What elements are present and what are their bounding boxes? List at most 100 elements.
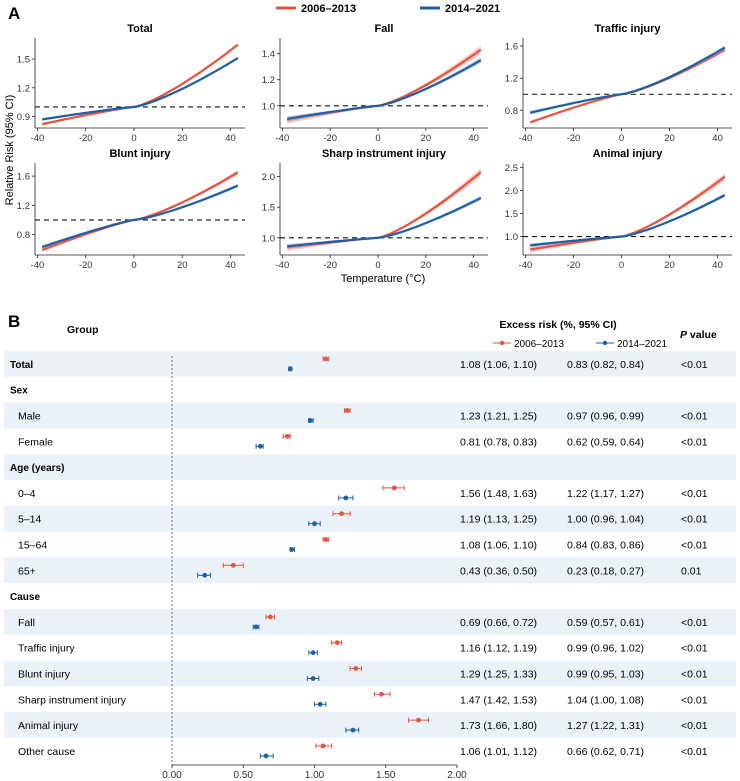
excess-risk-2006-2013: 0.43 (0.36, 0.50) xyxy=(460,565,537,577)
rr-panel: Total -40 -20 0 20 40 0.9 1.2 1.5 xyxy=(17,23,245,144)
y-tick-label: 1.0 xyxy=(505,232,518,243)
x-tick-label: -20 xyxy=(567,260,581,271)
point-2006-2013 xyxy=(416,717,421,723)
row-label: Total xyxy=(10,360,33,371)
excess-risk-2014-2021: 1.22 (1.17, 1.27) xyxy=(567,488,644,500)
excess-risk-2006-2013: 1.16 (1.12, 1.19) xyxy=(460,643,537,655)
x-tick-label: 40 xyxy=(468,260,479,271)
point-2006-2013 xyxy=(285,433,290,439)
excess-risk-2014-2021: 0.23 (0.18, 0.27) xyxy=(567,565,644,577)
ci-band xyxy=(287,168,481,252)
x-tick-label: -40 xyxy=(31,260,45,271)
y-tick-label: 1.2 xyxy=(262,75,275,86)
x-axis-label: Temperature (°C) xyxy=(341,273,425,285)
p-value: <0.01 xyxy=(681,411,708,423)
p-value: <0.01 xyxy=(681,643,708,655)
row-label: Blunt injury xyxy=(18,669,71,681)
y-tick-label: 2.0 xyxy=(262,172,275,183)
legend-b-point xyxy=(499,340,505,346)
x-tick-label: -40 xyxy=(31,133,45,144)
p-value: <0.01 xyxy=(681,746,708,758)
forest-row: Blunt injury 1.29 (1.25, 1.33) 0.99 (0.95,… xyxy=(4,660,736,687)
row-shade xyxy=(4,557,736,584)
y-tick-label: 1.2 xyxy=(17,83,30,94)
excess-risk-2006-2013: 0.69 (0.66, 0.72) xyxy=(460,617,537,629)
x-tick-label: 40 xyxy=(225,260,236,271)
row-label: 5–14 xyxy=(18,514,42,526)
x-tick-label: 20 xyxy=(421,133,432,144)
row-label: Female xyxy=(18,436,53,448)
forest-row: 15–64 1.08 (1.06, 1.10) 0.84 (0.83, 0.86) <… xyxy=(18,537,708,552)
point-2006-2013 xyxy=(323,537,329,542)
p-value: <0.01 xyxy=(681,617,708,629)
excess-risk-2014-2021: 0.59 (0.57, 0.61) xyxy=(567,617,644,629)
p-value: <0.01 xyxy=(681,694,708,706)
ci-band xyxy=(287,45,481,124)
point-2006-2013 xyxy=(320,743,326,749)
point-2006-2013 xyxy=(379,691,384,697)
x-tick-label: 20 xyxy=(421,260,432,271)
row-label: Age (years) xyxy=(10,463,64,474)
p-value: 0.01 xyxy=(681,565,702,577)
forest-row: 5–14 1.19 (1.13, 1.25) 1.00 (0.96, 1.04) <0… xyxy=(4,505,736,532)
point-2014-2021 xyxy=(310,650,316,656)
rr-panel: Sharp instrument injury -40 -20 0 20 40 1.0 1.5… xyxy=(262,148,488,271)
excess-risk-2014-2021: 0.84 (0.83, 0.86) xyxy=(567,540,644,552)
excess-risk-2006-2013: 1.47 (1.42, 1.53) xyxy=(460,694,537,706)
x-tick-label: 20 xyxy=(177,133,188,144)
excess-risk-2006-2013: 1.73 (1.66, 1.80) xyxy=(460,720,537,732)
point-2006-2013 xyxy=(353,666,359,671)
p-value: <0.01 xyxy=(681,436,708,448)
excess-risk-2014-2021: 1.04 (1.00, 1.08) xyxy=(567,694,644,706)
y-tick-label: 1.2 xyxy=(505,74,518,85)
legend-label: 2006–2013 xyxy=(301,3,356,15)
excess-risk-2006-2013: 1.56 (1.48, 1.63) xyxy=(460,488,537,500)
series-line xyxy=(287,197,482,248)
row-shade xyxy=(4,351,736,377)
series-line xyxy=(529,46,726,114)
x-tick-label: -40 xyxy=(519,260,533,271)
y-tick-label: 1.4 xyxy=(262,49,275,60)
row-label: Male xyxy=(18,411,41,423)
x-tick-label: -20 xyxy=(79,133,93,144)
point-2014-2021 xyxy=(343,495,349,501)
x-tick-label: -40 xyxy=(276,260,290,271)
point-2014-2021 xyxy=(289,547,295,552)
row-label: Other cause xyxy=(18,746,75,758)
p-value: <0.01 xyxy=(681,514,708,526)
y-tick-label: 1.2 xyxy=(17,201,30,212)
point-2006-2013 xyxy=(230,562,236,568)
ci-band xyxy=(530,45,725,115)
x-tick-label: -20 xyxy=(323,133,337,144)
x-tick-label: -20 xyxy=(79,260,93,271)
forest-row: Male 1.23 (1.21, 1.25) 0.97 (0.96, 0.99) <0… xyxy=(4,402,736,429)
x-tick-label: 0 xyxy=(375,260,380,271)
y-tick-label: 1.5 xyxy=(262,203,275,214)
y-tick-label: 0.8 xyxy=(505,106,518,117)
row-label: Fall xyxy=(18,617,35,629)
panel-title: Animal injury xyxy=(593,148,664,160)
p-value: <0.01 xyxy=(681,540,708,552)
excess-risk-2014-2021: 0.83 (0.82, 0.84) xyxy=(567,359,644,371)
forest-x-tick-label: 2.00 xyxy=(447,770,467,781)
row-label: 15–64 xyxy=(18,540,47,552)
point-2014-2021 xyxy=(317,701,323,707)
series-line xyxy=(286,48,482,122)
y-tick-label: 0.9 xyxy=(17,112,30,123)
y-tick-label: 1.5 xyxy=(505,209,518,220)
group-header: Group xyxy=(67,324,99,336)
ci-band xyxy=(42,43,238,126)
point-2006-2013 xyxy=(267,614,273,620)
forest-row: Cause xyxy=(10,592,40,603)
row-shade xyxy=(4,402,736,429)
row-label: Cause xyxy=(10,592,40,603)
point-2014-2021 xyxy=(263,753,269,759)
y-tick-label: 2.0 xyxy=(505,186,518,197)
row-label: 65+ xyxy=(18,565,36,577)
excess-risk-2014-2021: 0.99 (0.96, 1.02) xyxy=(567,643,644,655)
forest-row: Age (years) xyxy=(4,454,736,480)
ci-band xyxy=(530,173,725,253)
y-tick-label: 1.5 xyxy=(17,55,30,66)
x-tick-label: 20 xyxy=(177,260,188,271)
